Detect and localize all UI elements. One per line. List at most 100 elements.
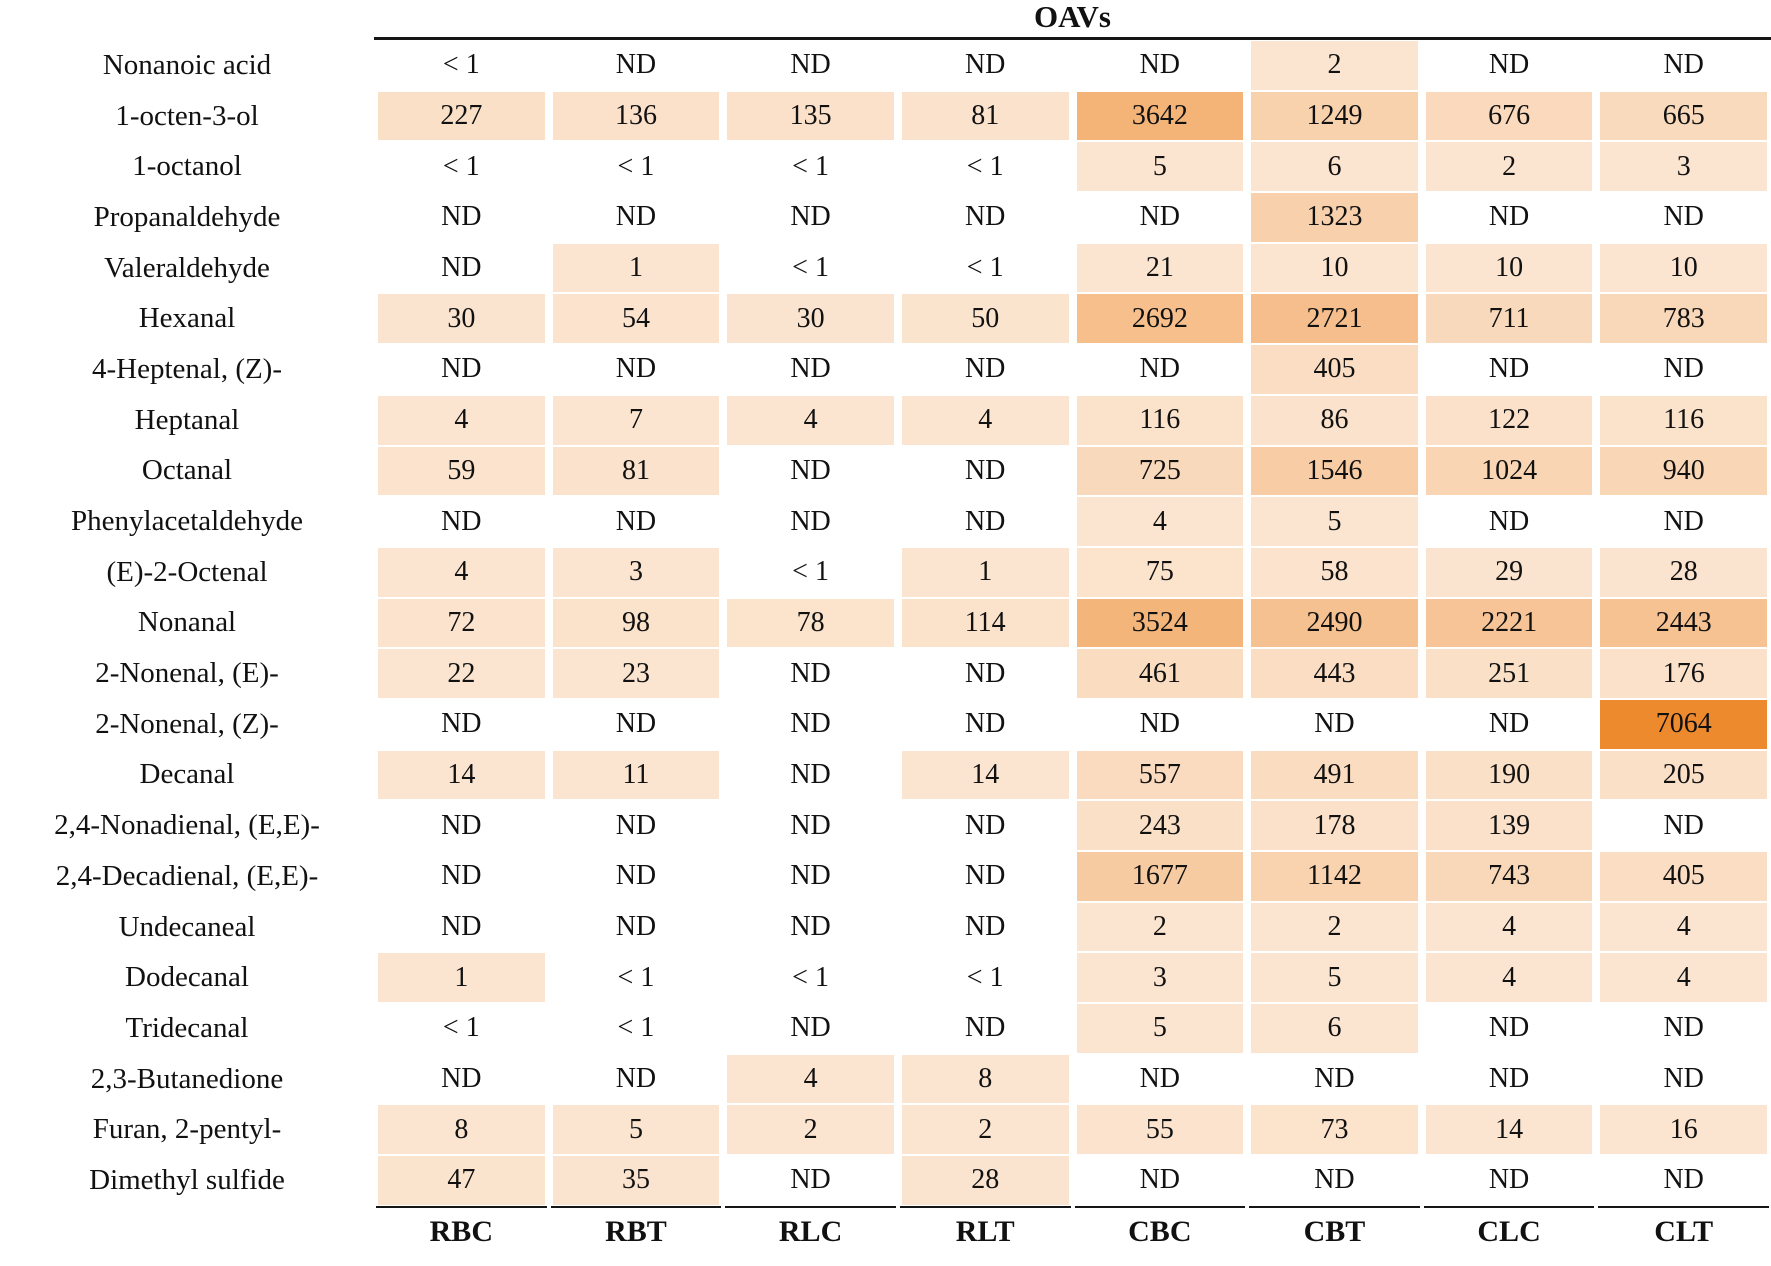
heatmap-cell-value: 10 xyxy=(1600,243,1767,293)
heatmap-cell: < 1 xyxy=(549,952,724,1003)
heatmap-cell: 711 xyxy=(1422,293,1597,344)
heatmap-cell: 73 xyxy=(1247,1104,1422,1155)
heatmap-cell-value: 2 xyxy=(727,1105,894,1155)
heatmap-cell: ND xyxy=(1073,192,1248,243)
compound-label: 4-Heptenal, (Z)- xyxy=(91,352,282,385)
heatmap-cell: 28 xyxy=(898,1155,1073,1206)
heatmap-cell-value: ND xyxy=(378,243,545,293)
heatmap-cell-value: ND xyxy=(1425,41,1593,90)
heatmap-cell: 23 xyxy=(549,648,724,699)
column-header-RBC: RBC xyxy=(376,1205,547,1266)
heatmap-cell-value: 78 xyxy=(727,598,894,648)
heatmap-cell: 114 xyxy=(898,598,1073,649)
heatmap-cell: 47 xyxy=(374,1155,549,1206)
heatmap-cell-value: ND xyxy=(901,852,1069,901)
heatmap-cell-value: ND xyxy=(727,750,894,800)
heatmap-cell-value: < 1 xyxy=(901,953,1069,1003)
heatmap-cell-value: 7064 xyxy=(1600,699,1767,749)
heatmap-cell-value: 190 xyxy=(1425,750,1593,800)
heatmap-cell-value: 8 xyxy=(378,1105,545,1155)
compound-label: Hexanal xyxy=(138,302,236,335)
column-header-CLT: CLT xyxy=(1598,1205,1769,1266)
heatmap-cell: ND xyxy=(374,344,549,395)
heatmap-cell: 1323 xyxy=(1247,192,1422,243)
heatmap-cell-value: 59 xyxy=(378,446,545,496)
heatmap-cell-value: 58 xyxy=(1251,547,1418,597)
heatmap-cell: 16 xyxy=(1596,1104,1771,1155)
heatmap-cell-value: 243 xyxy=(1076,801,1244,850)
compound-label: Dodecanal xyxy=(125,961,249,994)
heatmap-cell: 58 xyxy=(1247,547,1422,598)
heatmap-cell: 443 xyxy=(1247,648,1422,699)
compound-label: (E)-2-Octenal xyxy=(106,555,268,588)
top-left-spacer xyxy=(0,0,374,40)
heatmap-cell-value: 1 xyxy=(901,547,1069,597)
heatmap-cell-value: 23 xyxy=(552,649,720,698)
heatmap-cell: 4 xyxy=(1422,902,1597,953)
heatmap-cell-value: ND xyxy=(1425,1054,1593,1104)
compound-label: Valeraldehyde xyxy=(104,251,270,284)
heatmap-cell-value: < 1 xyxy=(727,953,894,1003)
heatmap-cell-value: 3524 xyxy=(1076,598,1244,648)
heatmap-cell-value: 4 xyxy=(1600,902,1767,952)
heatmap-cell: 4 xyxy=(374,395,549,446)
heatmap-cell-value: 2721 xyxy=(1251,294,1418,344)
heatmap-cell: 81 xyxy=(898,91,1073,142)
heatmap-cell-value: 2 xyxy=(1425,142,1593,192)
heatmap-cell: < 1 xyxy=(723,547,898,598)
heatmap-cell: ND xyxy=(723,496,898,547)
heatmap-cell-value: ND xyxy=(552,699,720,749)
heatmap-cell-value: ND xyxy=(901,699,1069,749)
heatmap-cell-value: < 1 xyxy=(901,142,1069,192)
heatmap-cell-value: 1 xyxy=(378,953,545,1003)
heatmap-cell: 2221 xyxy=(1422,598,1597,649)
heatmap-cell-value: 176 xyxy=(1600,649,1767,698)
heatmap-cell-value: 2443 xyxy=(1600,598,1767,648)
heatmap-cell: 461 xyxy=(1073,648,1248,699)
heatmap-cell-value: 711 xyxy=(1425,294,1593,344)
heatmap-cell: 14 xyxy=(898,750,1073,801)
heatmap-cell: 1142 xyxy=(1247,851,1422,902)
heatmap-cell-value: 2 xyxy=(1251,41,1418,90)
heatmap-cell: ND xyxy=(898,699,1073,750)
heatmap-cell: 4 xyxy=(898,395,1073,446)
heatmap-cell: ND xyxy=(1422,40,1597,91)
heatmap-cell-value: ND xyxy=(727,345,894,394)
heatmap-cell: ND xyxy=(374,496,549,547)
heatmap-cell-value: < 1 xyxy=(552,953,720,1003)
heatmap-cell: 725 xyxy=(1073,446,1248,497)
heatmap-cell: ND xyxy=(1422,496,1597,547)
heatmap-cell-value: ND xyxy=(727,1156,894,1205)
heatmap-cell: 116 xyxy=(1596,395,1771,446)
heatmap-cell-value: ND xyxy=(1600,1054,1767,1104)
heatmap-cell-value: ND xyxy=(1600,801,1767,850)
heatmap-cell: 5 xyxy=(1073,1003,1248,1054)
heatmap-cell-value: 10 xyxy=(1425,243,1593,293)
heatmap-cell-value: ND xyxy=(552,345,720,394)
heatmap-cell: ND xyxy=(723,902,898,953)
heatmap-cell-value: ND xyxy=(727,649,894,698)
heatmap-cell-value: ND xyxy=(901,193,1069,242)
heatmap-cell: < 1 xyxy=(549,141,724,192)
compound-label: 1-octen-3-ol xyxy=(115,99,259,132)
heatmap-cell: ND xyxy=(898,40,1073,91)
heatmap-cell-value: 47 xyxy=(378,1156,545,1205)
heatmap-cell-value: 5 xyxy=(1251,953,1418,1003)
heatmap-cell: 5 xyxy=(1247,952,1422,1003)
compound-label: Decanal xyxy=(139,758,235,791)
heatmap-cell: 4 xyxy=(1596,902,1771,953)
heatmap-cell-value: 1323 xyxy=(1251,193,1418,242)
heatmap-cell: ND xyxy=(374,902,549,953)
heatmap-cell-value: 1024 xyxy=(1425,446,1593,496)
heatmap-cell-value: 136 xyxy=(552,91,720,141)
heatmap-cell: 30 xyxy=(374,293,549,344)
heatmap-cell-value: ND xyxy=(552,902,720,952)
heatmap-cell-value: 6 xyxy=(1251,142,1418,192)
heatmap-cell-value: ND xyxy=(727,497,894,546)
heatmap-cell: 3 xyxy=(1073,952,1248,1003)
heatmap-cell-value: 116 xyxy=(1076,395,1244,445)
heatmap-cell-value: ND xyxy=(1600,497,1767,546)
column-header-CBC: CBC xyxy=(1074,1205,1246,1266)
heatmap-cell: 405 xyxy=(1247,344,1422,395)
heatmap-cell: 4 xyxy=(723,1054,898,1105)
